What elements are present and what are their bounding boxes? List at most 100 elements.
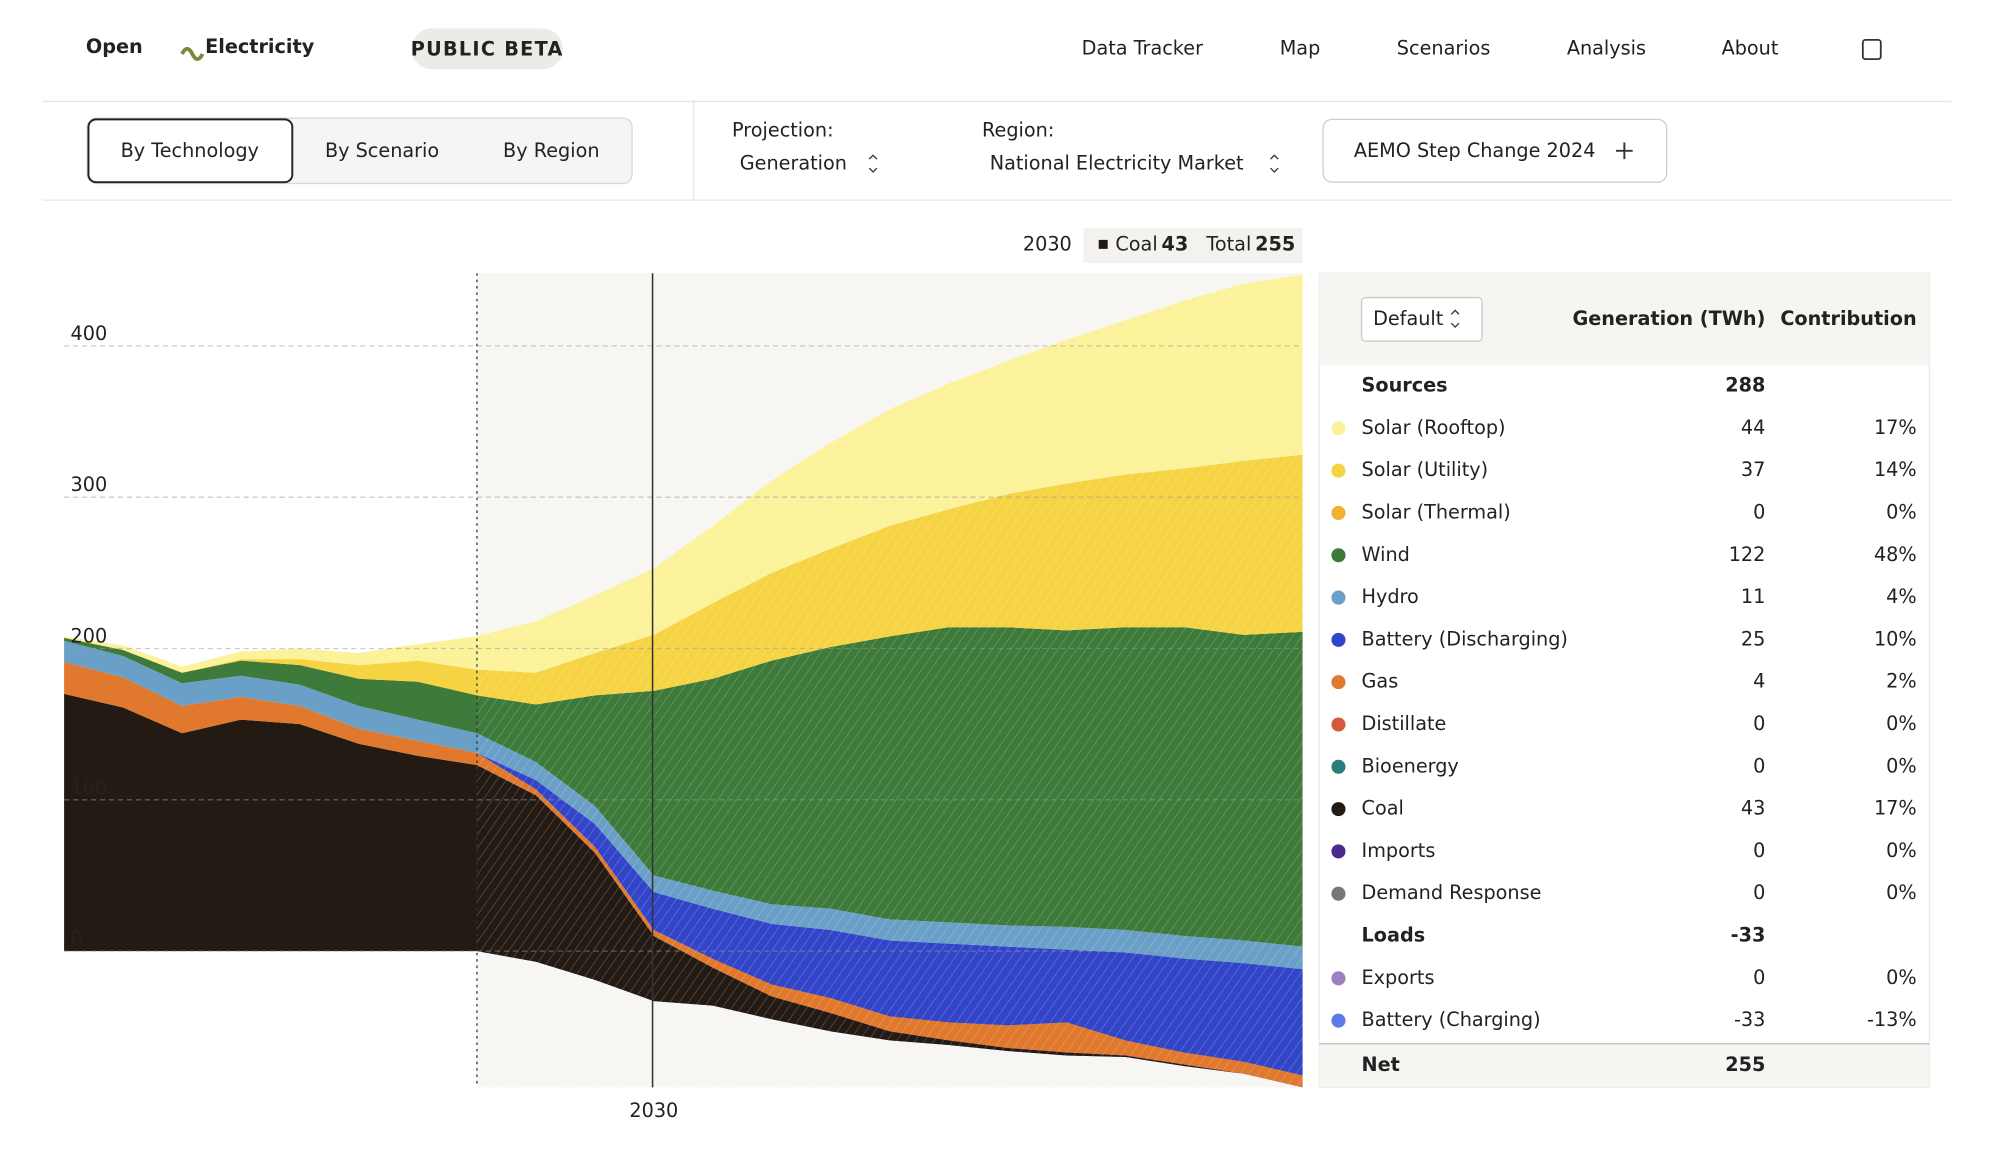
tooltip-period: 2030	[1023, 233, 1072, 256]
logo-mark	[180, 46, 205, 61]
row-name: Solar (Utility)	[1362, 458, 1489, 481]
legend-dot	[1331, 505, 1346, 521]
legend-dot	[1331, 1013, 1346, 1028]
nav-link[interactable]: Scenarios	[1397, 36, 1491, 59]
row-name: Battery (Discharging)	[1362, 627, 1568, 650]
tooltip-bg	[1083, 228, 1303, 263]
column-header: Generation (TWh)	[1572, 307, 1765, 330]
projection-label: Projection:	[732, 118, 834, 141]
row-value: 0	[1753, 881, 1765, 904]
legend-dot	[1331, 632, 1346, 647]
row-contribution: 10%	[1874, 627, 1917, 650]
row-value: -33	[1734, 1008, 1765, 1031]
y-tick-label: 300	[71, 473, 108, 496]
region-label: Region:	[982, 118, 1054, 141]
badge: PUBLIC BETA	[411, 38, 564, 61]
row-contribution: 17%	[1874, 797, 1917, 820]
row-value: 11	[1741, 585, 1765, 608]
row-name: Bioenergy	[1362, 754, 1459, 777]
table-panel	[1318, 272, 1931, 1088]
legend-dot	[1331, 759, 1346, 774]
logo[interactable]: Open	[86, 35, 143, 58]
legend-dot	[1331, 886, 1346, 901]
row-name: Gas	[1362, 670, 1399, 693]
row-value: 4	[1753, 670, 1765, 693]
row-contribution: 17%	[1874, 416, 1917, 439]
group-total: 288	[1725, 374, 1765, 397]
row-value: 0	[1753, 712, 1765, 735]
projection-select[interactable]: Generation	[740, 152, 847, 175]
tab[interactable]: By Region	[503, 139, 599, 162]
scenario-button-bg[interactable]	[1322, 118, 1668, 183]
row-contribution: 4%	[1886, 585, 1917, 608]
row-value: 25	[1741, 627, 1765, 650]
net-row-bg	[1319, 1043, 1930, 1088]
badge-bg	[411, 28, 563, 70]
row-contribution: -13%	[1867, 1008, 1917, 1031]
group-label: Loads	[1362, 924, 1426, 947]
legend-dot	[1331, 590, 1346, 605]
row-contribution: 0%	[1886, 966, 1917, 989]
row-value: 0	[1753, 966, 1765, 989]
row-name: Demand Response	[1362, 881, 1542, 904]
row-name: Battery (Charging)	[1362, 1008, 1541, 1031]
y-tick-label: 400	[71, 322, 108, 345]
row-name: Distillate	[1362, 712, 1447, 735]
row-value: 37	[1741, 458, 1765, 481]
sort-select-bg[interactable]	[1360, 296, 1483, 342]
legend-dot	[1331, 675, 1346, 690]
tab[interactable]: By Scenario	[325, 139, 439, 162]
theme-icon[interactable]	[1861, 38, 1882, 61]
row-contribution: 0%	[1886, 839, 1917, 862]
region-select[interactable]: National Electricity Market	[990, 152, 1244, 175]
row-contribution: 0%	[1886, 500, 1917, 523]
nav-link[interactable]: Map	[1280, 36, 1321, 59]
row-name: Solar (Rooftop)	[1362, 416, 1506, 439]
legend-dot	[1331, 463, 1346, 478]
area	[64, 640, 1303, 970]
y-tick-label: 0	[71, 927, 83, 950]
tooltip-swatch	[1098, 239, 1108, 249]
nav-link[interactable]: Analysis	[1567, 36, 1646, 59]
row-value: 0	[1753, 500, 1765, 523]
y-tick-label: 100	[71, 776, 108, 799]
x-tick-label: 2030	[629, 1099, 678, 1122]
legend-dot	[1331, 421, 1346, 436]
row-contribution: 14%	[1874, 458, 1917, 481]
projection-hatch	[476, 273, 1303, 1088]
row-value: 122	[1729, 543, 1766, 566]
row-value: 0	[1753, 839, 1765, 862]
row-contribution: 0%	[1886, 754, 1917, 777]
row-contribution: 48%	[1874, 543, 1917, 566]
logo[interactable]: Electricity	[205, 35, 315, 58]
y-tick-label: 200	[71, 624, 108, 647]
area	[64, 693, 1303, 1088]
row-contribution: 2%	[1886, 670, 1917, 693]
net-label: Net	[1362, 1053, 1400, 1076]
column-header: Contribution	[1780, 307, 1916, 330]
plus-icon	[1616, 142, 1633, 160]
select-icon	[1270, 154, 1279, 173]
sort-select[interactable]: Default	[1373, 307, 1444, 330]
row-value: 44	[1741, 416, 1765, 439]
row-name: Coal	[1362, 797, 1404, 820]
tooltip-total-label: Total	[1205, 233, 1251, 256]
row-name: Imports	[1362, 839, 1436, 862]
tab-active-bg	[87, 118, 294, 184]
row-contribution: 0%	[1886, 881, 1917, 904]
tab[interactable]: By Technology	[121, 139, 259, 162]
group-total: -33	[1731, 924, 1766, 947]
scenario-button[interactable]: AEMO Step Change 2024	[1354, 139, 1596, 162]
row-value: 0	[1753, 754, 1765, 777]
legend-dot	[1331, 548, 1346, 563]
nav-link[interactable]: Data Tracker	[1082, 36, 1203, 59]
row-name: Exports	[1362, 966, 1435, 989]
tooltip-total: 255	[1255, 233, 1295, 256]
legend-dot	[1331, 971, 1346, 986]
legend-dot	[1331, 717, 1346, 732]
nav-link[interactable]: About	[1722, 36, 1779, 59]
select-icon	[1450, 309, 1460, 328]
select-icon	[868, 154, 878, 173]
